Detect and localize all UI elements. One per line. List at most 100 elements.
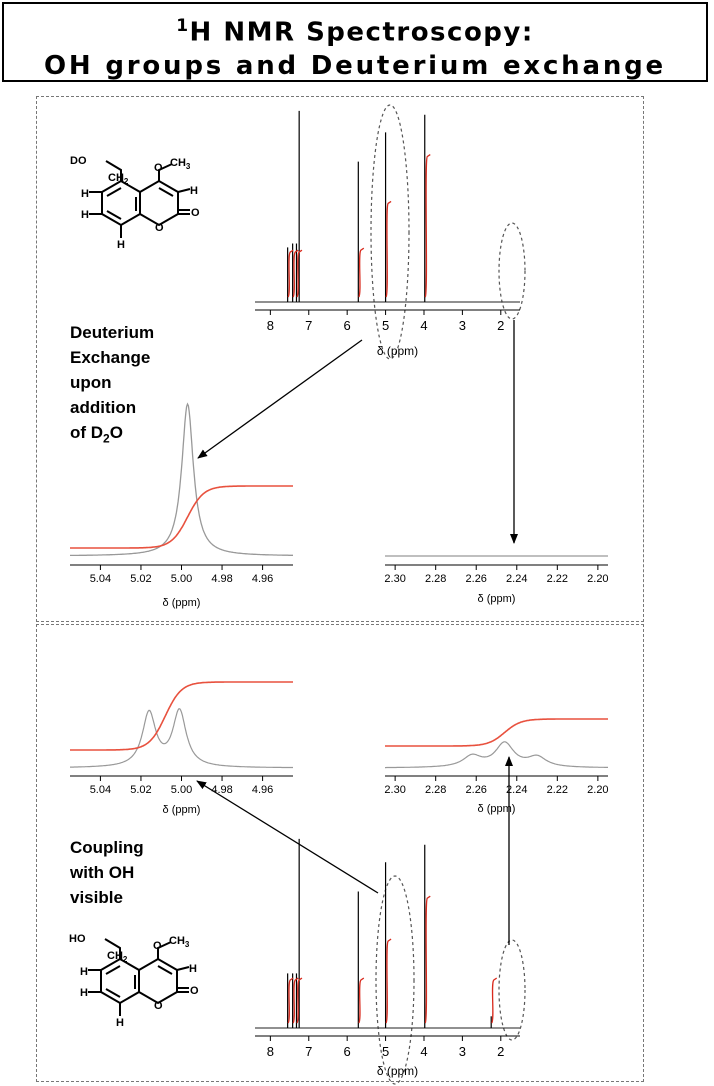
zoom-ch2-d2o-chart: 5.04 5.02 5.00 4.98 4.96 δ (ppm) xyxy=(70,402,293,609)
h-label: H xyxy=(190,185,198,197)
integral-curve xyxy=(385,200,392,298)
x-tick-label: 4.98 xyxy=(211,784,232,796)
x-tick-label: 2.22 xyxy=(547,573,568,585)
h-label: H xyxy=(116,1017,124,1029)
h-label: H xyxy=(81,209,89,221)
x-tick-label: 5.02 xyxy=(130,784,151,796)
coupling-note: Coupling with OH visible xyxy=(70,835,144,910)
x-tick-label: 2.30 xyxy=(384,784,405,796)
deuterated-molecule-structure xyxy=(89,160,191,238)
pyrone-ring xyxy=(139,179,179,227)
x-tick-label: 5 xyxy=(382,318,389,333)
x-tick-label: 6 xyxy=(344,318,351,333)
title-superscript: 1 xyxy=(176,16,190,36)
x-tick-label: 8 xyxy=(267,318,274,333)
x-tick-label: 2.28 xyxy=(425,573,446,585)
ring-o-label: O xyxy=(155,222,164,234)
h-label: H xyxy=(80,987,88,999)
x-tick-label: 2 xyxy=(497,1044,504,1059)
integral-curve xyxy=(424,895,431,1024)
x-tick-label: 2.24 xyxy=(506,573,527,585)
x-axis-label: δ (ppm) xyxy=(163,804,201,816)
integral-curve xyxy=(385,938,392,1024)
oh-highlight-ellipse xyxy=(498,222,526,320)
x-tick-label: 4.96 xyxy=(252,784,273,796)
x-tick-label: 6 xyxy=(344,1044,351,1059)
x-tick-label: 3 xyxy=(459,318,466,333)
methoxy-o-label: O xyxy=(153,940,162,952)
note-line: addition xyxy=(70,398,137,417)
x-tick-label: 4.96 xyxy=(252,573,273,585)
integral-curve xyxy=(358,977,365,1024)
carbonyl-o-label: O xyxy=(191,207,200,219)
integral-curve xyxy=(292,977,299,1024)
integral-curve xyxy=(70,485,293,549)
integral-curve xyxy=(287,977,294,1024)
x-tick-label: 4 xyxy=(420,1044,427,1059)
integral-curve xyxy=(385,718,608,747)
zoom-oh-coupled-chart: 2.30 2.28 2.26 2.24 2.22 2.20 δ (ppm) xyxy=(384,718,609,815)
note-o: O xyxy=(109,423,123,442)
h-label: H xyxy=(81,188,89,200)
methoxy-o-label: O xyxy=(154,162,163,174)
substituent-bonds xyxy=(105,160,173,181)
x-tick-label: 2.22 xyxy=(547,784,568,796)
integral-curve xyxy=(70,681,293,751)
spectrum-line xyxy=(70,402,293,557)
note-line: with OH xyxy=(70,863,135,882)
ch2-label: CH2 xyxy=(108,172,129,186)
zoom-ch2-coupled-chart: 5.04 5.02 5.00 4.98 4.96 δ (ppm) xyxy=(70,681,293,816)
x-tick-label: 2.20 xyxy=(587,784,608,796)
note-line: Coupling xyxy=(70,838,144,857)
x-axis-label: δ (ppm) xyxy=(163,597,201,609)
arrows xyxy=(196,320,518,945)
full-spectrum-d2o-chart: 8 7 6 5 4 3 2 δ (ppm) xyxy=(255,110,520,358)
x-tick-label: 4 xyxy=(420,318,427,333)
x-tick-label: 4.98 xyxy=(211,573,232,585)
x-tick-label: 7 xyxy=(305,1044,312,1059)
substituent-label: HO xyxy=(69,933,86,945)
pyrone-ring xyxy=(138,957,178,1005)
x-tick-label: 2.24 xyxy=(506,784,527,796)
nmr-charts: 8 7 6 5 4 3 2 δ (ppm) 5.04 5.02 5.00 4.98 4.96 δ (ppm… xyxy=(70,110,609,1078)
carbonyl-o-label: O xyxy=(190,985,199,997)
x-tick-label: 5.04 xyxy=(90,573,111,585)
note-line: Exchange xyxy=(70,348,151,367)
benzene-double-bonds xyxy=(106,187,137,220)
oh-highlight-ellipse xyxy=(498,939,526,1041)
ch3-label: CH3 xyxy=(169,935,190,949)
ch2-label: CH2 xyxy=(107,950,128,964)
x-tick-label: 2 xyxy=(497,318,504,333)
x-tick-label: 5 xyxy=(382,1044,389,1059)
substituent-label: DO xyxy=(70,155,87,167)
ch2-highlight-ellipse xyxy=(375,875,415,1085)
substituent-bonds xyxy=(104,938,172,959)
x-tick-label: 5.02 xyxy=(130,573,151,585)
integral-curve xyxy=(287,249,294,298)
x-tick-label: 8 xyxy=(267,1044,274,1059)
integral-curve xyxy=(296,977,303,1024)
zoom-arrow xyxy=(197,339,363,459)
ch2-highlight-ellipse xyxy=(370,104,410,360)
title-line1-text: H NMR Spectroscopy: xyxy=(189,17,534,48)
x-axis-label: δ (ppm) xyxy=(478,593,516,605)
x-axis-label: δ (ppm) xyxy=(377,344,418,358)
note-subscript: 2 xyxy=(103,431,110,446)
x-tick-label: 5.00 xyxy=(171,573,192,585)
integral-curve xyxy=(491,977,498,1024)
oh-coupling-panel xyxy=(36,624,644,1082)
integral-curve xyxy=(424,154,431,298)
note-line: upon xyxy=(70,373,112,392)
carbonyl-bond xyxy=(178,209,190,215)
h-label: H xyxy=(189,963,197,975)
zoom-arrow xyxy=(196,780,379,894)
h-bonds xyxy=(88,966,190,1016)
x-tick-label: 2.26 xyxy=(466,784,487,796)
molecule-bottom-labels: HO CH2 O CH3 H H H H O O xyxy=(69,933,199,1029)
d2o-exchange-panel xyxy=(36,96,644,622)
x-axis-label: δ (ppm) xyxy=(478,803,516,815)
integral-curve xyxy=(358,247,365,298)
x-tick-label: 7 xyxy=(305,318,312,333)
spectrum-line xyxy=(385,741,608,769)
